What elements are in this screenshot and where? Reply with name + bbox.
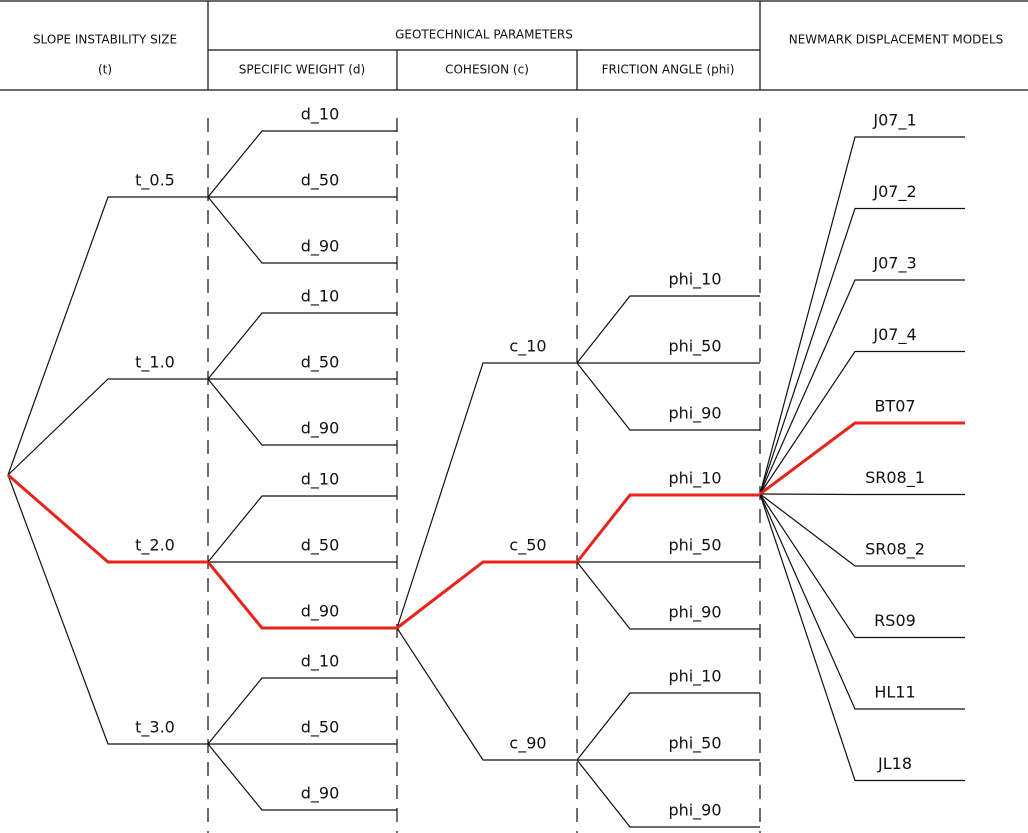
branch: [576, 295, 760, 364]
branch: [759, 279, 965, 495]
specific-weight-label: d_10: [301, 287, 340, 307]
model-label: J07_3: [872, 254, 916, 274]
branch: [7, 474, 208, 563]
friction-angle-label: phi_90: [668, 603, 721, 623]
branch: [7, 196, 208, 476]
branch: [759, 207, 965, 495]
header-title: NEWMARK DISPLACEMENT MODELS: [789, 33, 1004, 47]
branch: [207, 743, 397, 811]
specific-weight-label: d_10: [301, 105, 340, 125]
header-column: FRICTION ANGLE (phi): [602, 63, 735, 77]
specific-weight-label: d_10: [301, 652, 340, 672]
slope-size-label: t_2.0: [135, 536, 175, 556]
model-label: SR08_2: [865, 540, 925, 560]
model-label: SR08_1: [865, 468, 925, 488]
branch: [759, 350, 965, 495]
friction-angle-label: phi_50: [668, 337, 721, 357]
slope-size-label: t_3.0: [135, 718, 175, 738]
cohesion-label: c_50: [509, 536, 546, 556]
specific-weight-label: d_50: [301, 353, 340, 373]
cohesion-label: c_90: [509, 734, 546, 754]
branch: [576, 362, 760, 431]
specific-weight-label: d_90: [301, 784, 340, 804]
specific-weight-label: d_10: [301, 470, 340, 490]
header-title: GEOTECHNICAL PARAMETERS: [395, 28, 573, 42]
branch: [7, 474, 208, 745]
branch: [759, 493, 965, 496]
friction-angle-label: phi_10: [668, 667, 721, 687]
friction-angle-label: phi_90: [668, 801, 721, 821]
slope-size-label: t_1.0: [135, 353, 175, 373]
model-label: RS09: [874, 611, 916, 630]
friction-angle-label: phi_10: [668, 469, 721, 489]
branch: [759, 493, 965, 639]
model-label: J07_1: [872, 111, 916, 131]
branch: [759, 136, 965, 495]
model-label: BT07: [874, 397, 915, 416]
branch: [396, 560, 577, 630]
model-label: HL11: [874, 683, 915, 702]
branch: [576, 692, 760, 761]
branch: [576, 759, 760, 828]
branch: [396, 561, 577, 629]
header-column: SPECIFIC WEIGHT (d): [239, 63, 365, 77]
branch: [759, 421, 965, 496]
branch: [7, 378, 208, 476]
model-label: J07_2: [872, 182, 916, 202]
model-label: JL18: [877, 754, 912, 773]
header-title: SLOPE INSTABILITY SIZE: [33, 33, 177, 47]
friction-angle-label: phi_90: [668, 404, 721, 424]
specific-weight-label: d_50: [301, 536, 340, 556]
branch: [207, 677, 397, 745]
cohesion-label: c_10: [509, 337, 546, 357]
branch: [207, 130, 397, 198]
specific-weight-label: d_90: [301, 602, 340, 622]
slope-size-label: t_0.5: [135, 171, 175, 191]
branch: [759, 493, 965, 710]
branch: [207, 312, 397, 380]
branch: [759, 493, 965, 567]
branch: [576, 561, 760, 630]
branch: [396, 627, 577, 761]
header-column: COHESION (c): [445, 63, 529, 77]
branch: [759, 493, 965, 782]
branch: [207, 196, 397, 264]
specific-weight-label: d_90: [301, 419, 340, 439]
model-label: J07_4: [872, 325, 916, 345]
branch: [207, 378, 397, 446]
branch: [207, 495, 397, 563]
branch: [206, 561, 397, 630]
branch: [7, 473, 208, 564]
branch: [759, 422, 965, 495]
specific-weight-label: d_50: [301, 718, 340, 738]
friction-angle-label: phi_10: [668, 270, 721, 290]
friction-angle-label: phi_50: [668, 734, 721, 754]
branch: [396, 362, 577, 629]
specific-weight-label: d_50: [301, 171, 340, 191]
header-unit: (t): [98, 63, 112, 77]
branch: [575, 493, 760, 563]
specific-weight-label: d_90: [301, 237, 340, 257]
friction-angle-label: phi_50: [668, 536, 721, 556]
